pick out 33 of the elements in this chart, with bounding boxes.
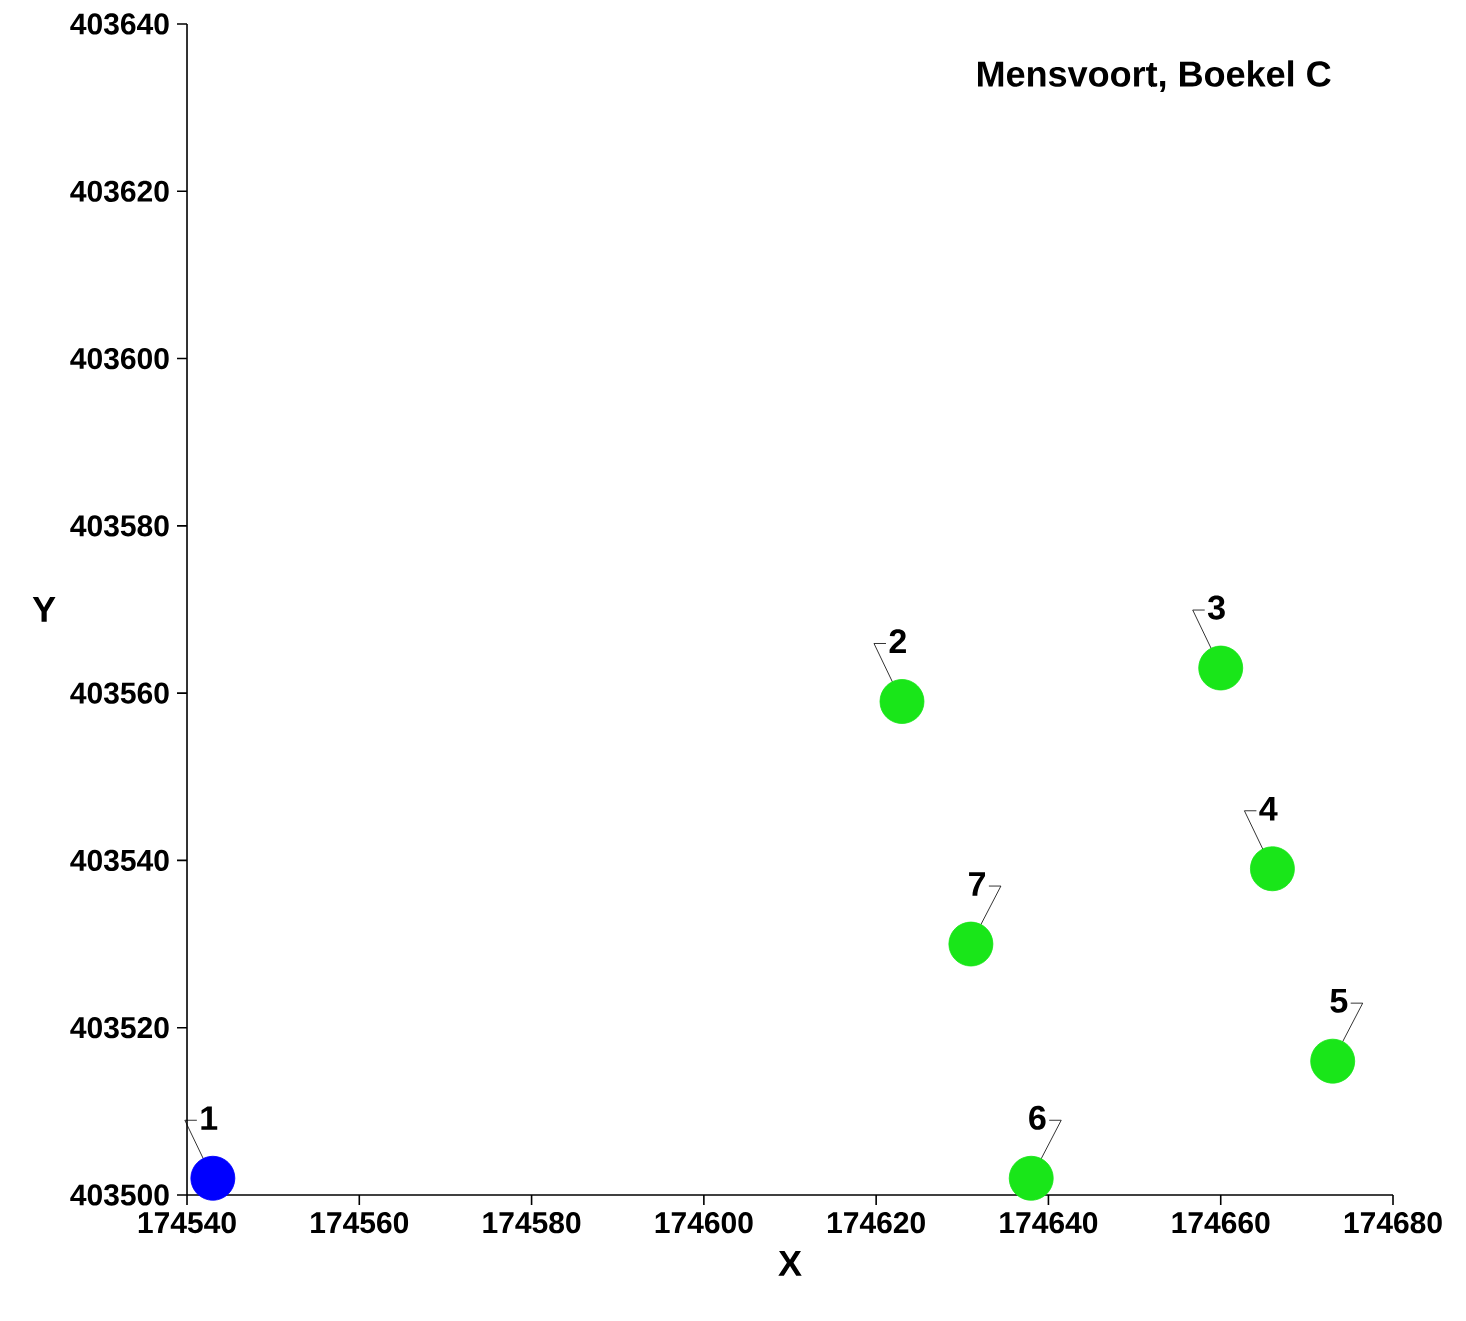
point	[1198, 645, 1244, 691]
x-tick-label: 174680	[1344, 1212, 1442, 1234]
x-tick-label: 174660	[1172, 1212, 1270, 1234]
y-tick-label: 403620	[70, 180, 169, 202]
point	[879, 679, 925, 724]
y-tick-label: 403640	[70, 13, 169, 35]
point	[190, 1155, 236, 1201]
x-tick-label: 174620	[827, 1212, 925, 1234]
x-tick-label: 174640	[1000, 1212, 1098, 1234]
annotation: 1	[201, 1106, 218, 1130]
x-tick-label: 174600	[655, 1212, 753, 1234]
annotation: 7	[969, 872, 986, 896]
text: Mensvoort, Boekel C	[978, 60, 1331, 92]
y-axis-title: Y	[32, 597, 56, 622]
annotation: 4	[1259, 796, 1278, 821]
point	[1250, 846, 1295, 892]
x-tick-label: 174580	[483, 1212, 581, 1234]
annotation: 6	[1029, 1105, 1046, 1130]
y-tick-label: 403520	[70, 1017, 169, 1039]
y-tick-label: 403540	[70, 849, 169, 872]
annotation: 5	[1330, 989, 1348, 1013]
x-axis-title: X	[778, 1251, 802, 1276]
x-tick-label: 174540	[138, 1212, 236, 1234]
y-tick-label: 403500	[70, 1184, 169, 1206]
y-tick-label: 403580	[70, 515, 169, 537]
point	[948, 921, 994, 967]
annotation: 2	[889, 629, 906, 654]
point	[1008, 1155, 1054, 1201]
y-tick-label: 403600	[70, 347, 169, 370]
x-tick-label: 174560	[311, 1212, 409, 1234]
y-tick-label: 403560	[70, 682, 169, 704]
point	[1310, 1038, 1356, 1084]
annotation: 3	[1207, 595, 1225, 620]
